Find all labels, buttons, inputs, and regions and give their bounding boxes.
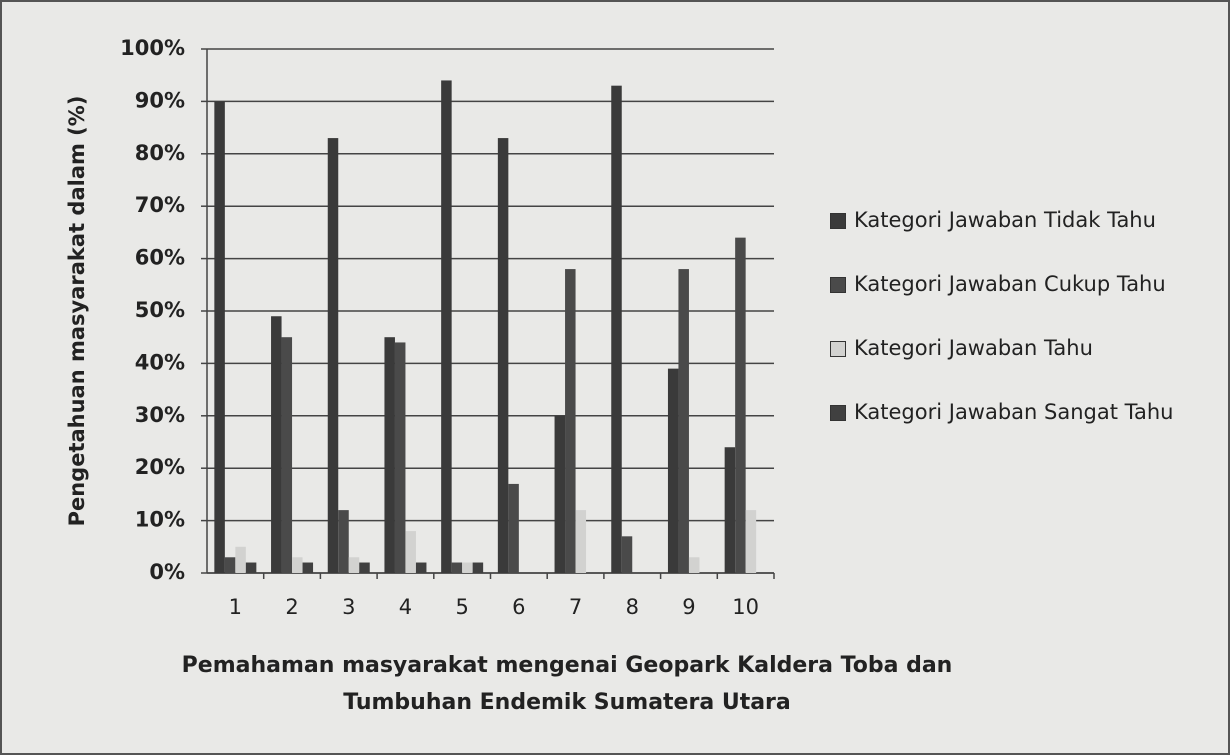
bar bbox=[281, 337, 293, 573]
y-tick-label: 80% bbox=[135, 141, 185, 165]
y-tick-label: 90% bbox=[135, 88, 185, 112]
y-axis-title: Pengetahuan masyarakat dalam (%) bbox=[65, 96, 89, 527]
bar bbox=[292, 557, 303, 573]
legend-swatch bbox=[830, 405, 846, 421]
x-tick-label: 6 bbox=[512, 595, 525, 619]
bar bbox=[235, 546, 246, 573]
bar bbox=[497, 138, 509, 573]
bar bbox=[611, 85, 622, 574]
bar bbox=[327, 138, 339, 573]
legend: Kategori Jawaban Tidak Tahu Kategori Jawa… bbox=[830, 202, 1190, 458]
legend-label: Kategori Jawaban Cukup Tahu bbox=[854, 272, 1166, 296]
legend-label: Kategori Jawaban Tahu bbox=[854, 336, 1093, 360]
bar bbox=[508, 483, 519, 573]
y-tick-label: 100% bbox=[120, 36, 185, 60]
legend-swatch bbox=[830, 341, 846, 357]
bar bbox=[224, 557, 236, 573]
y-tick-label: 40% bbox=[135, 350, 185, 374]
bar bbox=[621, 536, 633, 573]
bar bbox=[451, 562, 463, 573]
bar bbox=[271, 316, 282, 573]
bar bbox=[384, 337, 395, 573]
bar bbox=[735, 237, 746, 573]
x-tick-label: 2 bbox=[285, 595, 298, 619]
legend-item: Kategori Jawaban Tahu bbox=[830, 330, 1190, 366]
bar bbox=[667, 368, 679, 573]
bar bbox=[359, 562, 370, 573]
bar bbox=[472, 562, 484, 573]
x-axis-title: Pemahaman masyarakat mengenai Geopark Ka… bbox=[181, 653, 953, 715]
legend-item: Kategori Jawaban Sangat Tahu bbox=[830, 394, 1190, 430]
legend-item: Kategori Jawaban Cukup Tahu bbox=[830, 266, 1190, 302]
y-tick-label: 50% bbox=[135, 298, 185, 322]
x-tick-label: 7 bbox=[569, 595, 582, 619]
x-tick-label: 10 bbox=[732, 595, 759, 619]
x-tick-label: 9 bbox=[682, 595, 695, 619]
x-tick-label: 1 bbox=[229, 595, 242, 619]
legend-swatch bbox=[830, 213, 846, 229]
x-tick-label: 8 bbox=[626, 595, 639, 619]
y-tick-label: 70% bbox=[135, 193, 185, 217]
bar bbox=[565, 269, 576, 573]
x-tick-label: 5 bbox=[455, 595, 468, 619]
legend-swatch bbox=[830, 277, 846, 293]
bar bbox=[302, 562, 314, 573]
y-tick-label: 10% bbox=[135, 508, 185, 532]
y-tick-label: 0% bbox=[149, 560, 185, 584]
y-tick-label: 60% bbox=[135, 246, 185, 270]
bar bbox=[394, 342, 406, 573]
bar bbox=[688, 557, 700, 573]
bar bbox=[405, 531, 416, 573]
x-tick-label: 4 bbox=[399, 595, 412, 619]
bar bbox=[415, 562, 427, 573]
bar bbox=[245, 562, 257, 573]
bar bbox=[214, 101, 225, 574]
legend-item: Kategori Jawaban Tidak Tahu bbox=[830, 202, 1190, 238]
y-tick-label: 30% bbox=[135, 403, 185, 427]
bar bbox=[441, 80, 452, 573]
x-tick-label: 3 bbox=[342, 595, 355, 619]
bar bbox=[554, 415, 566, 573]
bar bbox=[575, 510, 587, 573]
bar bbox=[338, 510, 349, 573]
legend-label: Kategori Jawaban Tidak Tahu bbox=[854, 208, 1156, 232]
y-tick-label: 20% bbox=[135, 455, 185, 479]
bar bbox=[724, 447, 736, 573]
bar bbox=[678, 269, 689, 573]
legend-label: Kategori Jawaban Sangat Tahu bbox=[854, 400, 1174, 424]
bar bbox=[745, 510, 757, 573]
bar bbox=[348, 557, 360, 573]
bar bbox=[462, 562, 473, 573]
